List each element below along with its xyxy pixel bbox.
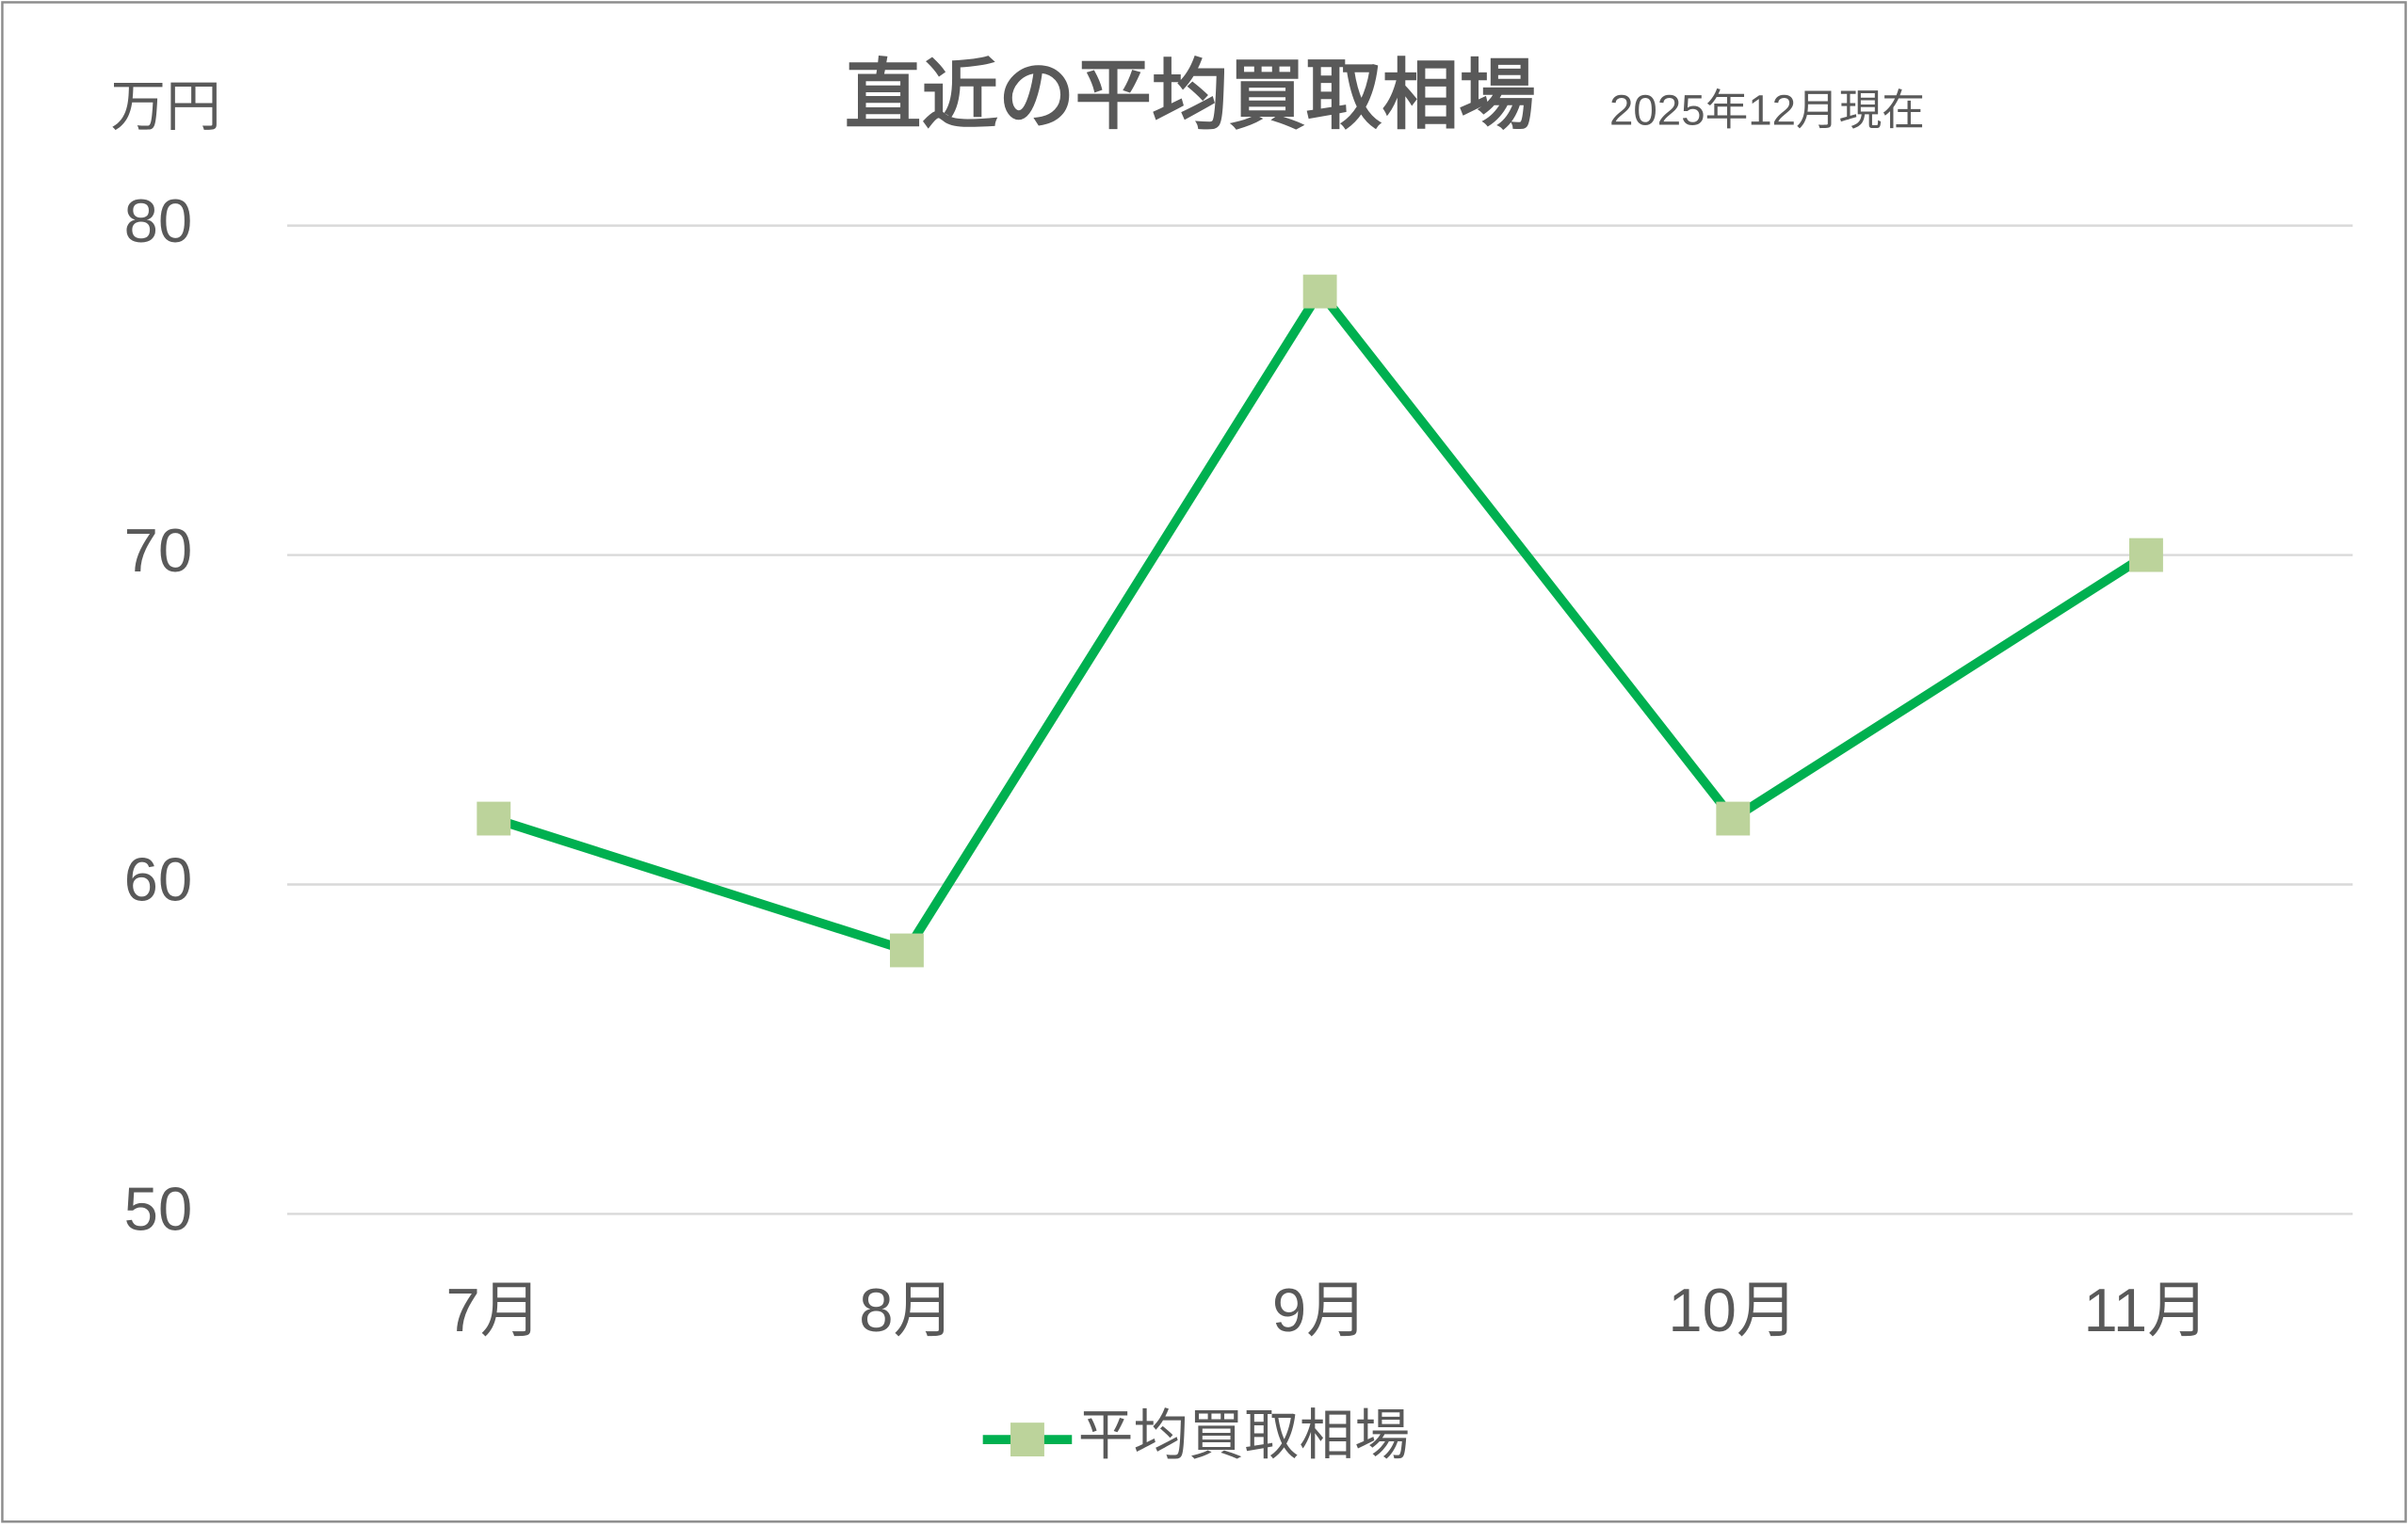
marker xyxy=(890,933,924,968)
legend-label: 平均買取相場 xyxy=(1078,1406,1410,1467)
x-tick-label: 7月 xyxy=(446,1276,541,1344)
legend-marker xyxy=(1010,1423,1044,1457)
marker xyxy=(1302,274,1337,309)
x-tick-label: 10月 xyxy=(1668,1276,1798,1344)
y-tick-label: 70 xyxy=(124,516,193,585)
x-tick-label: 11月 xyxy=(2084,1276,2209,1344)
y-tick-label: 60 xyxy=(124,845,193,914)
chart-subtitle: 2025年12月現在 xyxy=(1609,87,1925,135)
chart-title: 直近の平均買取相場 xyxy=(845,53,1536,138)
marker xyxy=(2129,538,2163,572)
y-axis-label: 万円 xyxy=(110,76,220,137)
marker xyxy=(477,801,511,836)
y-tick-label: 80 xyxy=(124,186,193,255)
x-tick-label: 8月 xyxy=(859,1276,954,1344)
x-tick-label: 9月 xyxy=(1272,1276,1367,1344)
marker xyxy=(1716,801,1751,836)
y-tick-label: 50 xyxy=(124,1175,193,1244)
